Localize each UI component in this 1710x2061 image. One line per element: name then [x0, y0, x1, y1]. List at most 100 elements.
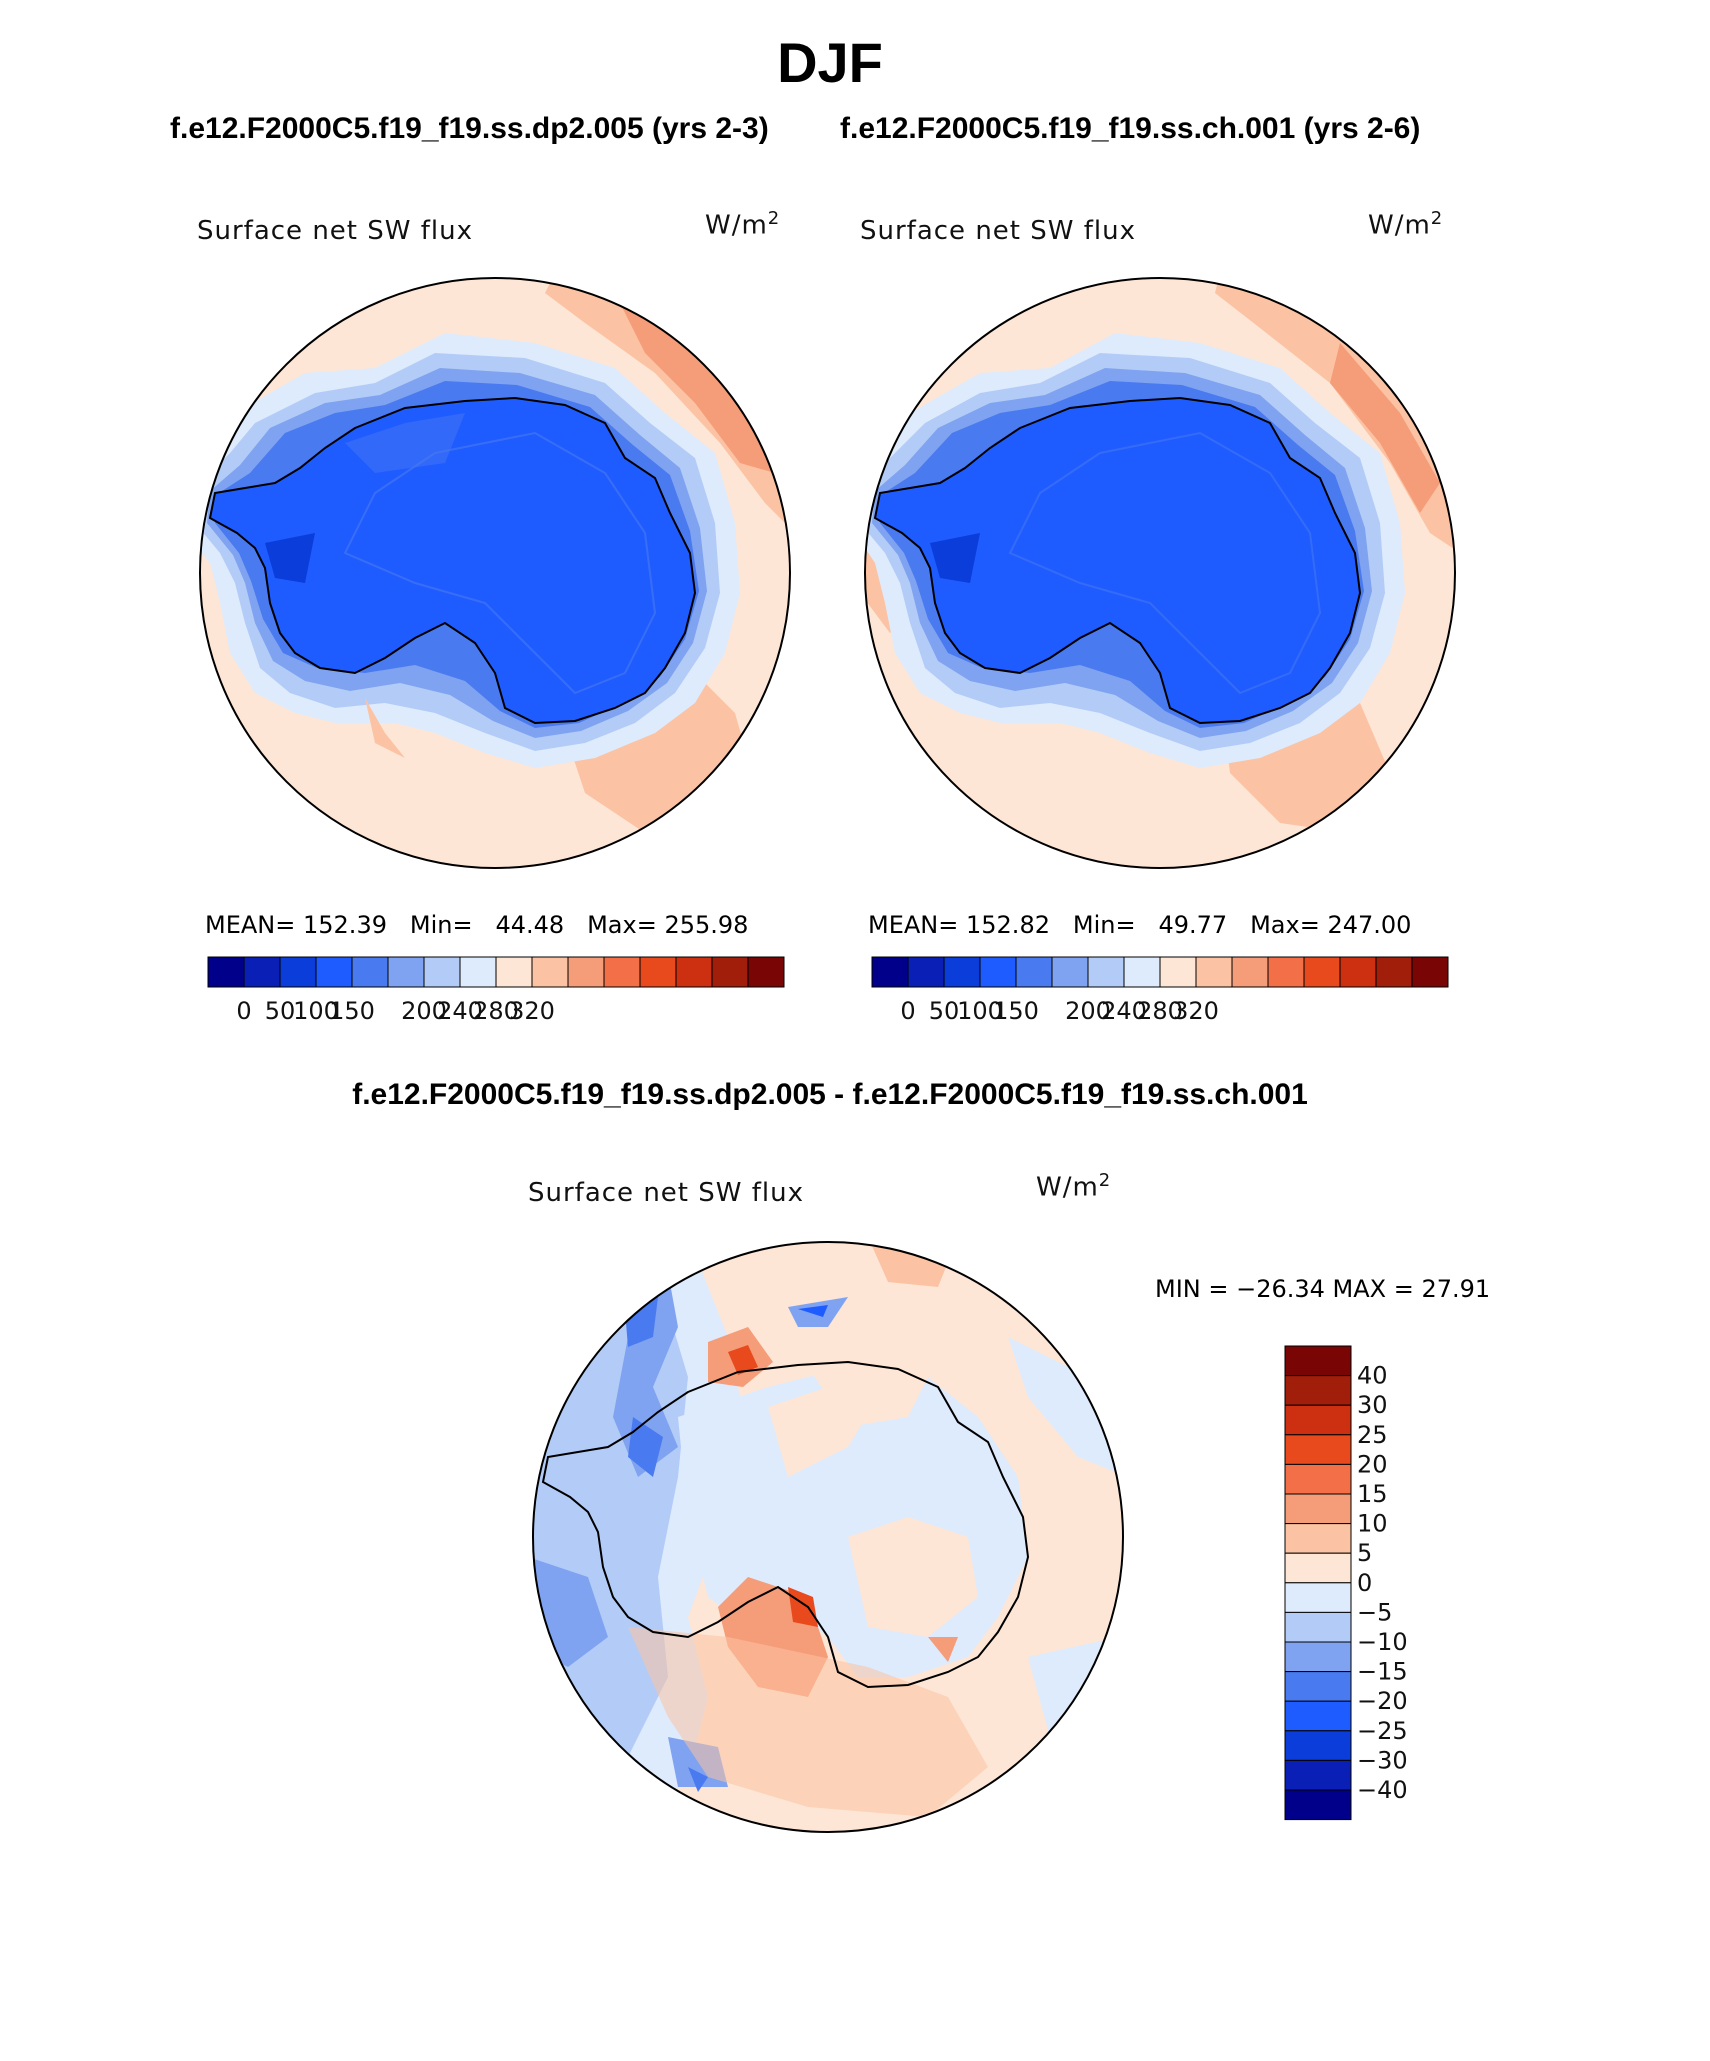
panel2-colorbar-tick-label: 50 — [929, 997, 960, 1025]
panel2-max-value: 247.00 — [1327, 911, 1412, 939]
panel1-colorbar-cell — [243, 956, 281, 988]
panel2-colorbar-cell — [1303, 956, 1341, 988]
panel2-colorbar-cell — [1267, 956, 1305, 988]
panel2-colorbar-cell — [871, 956, 909, 988]
panel2-colorbar-tick-label: 100 — [957, 997, 1003, 1025]
panel1-colorbar-cell — [639, 956, 677, 988]
panel1-units-label: W/m2 — [705, 208, 781, 241]
right-run-title: f.e12.F2000C5.f19_f19.ss.ch.001 (yrs 2-6… — [840, 112, 1421, 145]
diff-colorbar-tick-label: −5 — [1357, 1598, 1392, 1626]
panel2-colorbar-cell — [1123, 956, 1161, 988]
diff-colorbar-tick-label: −25 — [1357, 1717, 1408, 1745]
panel2-colorbar-cell — [1375, 956, 1413, 988]
panel1-stats: MEAN= 152.39 Min= 44.48 Max= 255.98 — [205, 911, 748, 939]
panel2-mean-value: 152.82 — [966, 911, 1050, 939]
panel2-colorbar-tick-label: 200 — [1065, 997, 1111, 1025]
panel1-colorbar-cell — [423, 956, 461, 988]
panel2-colorbar-cell — [979, 956, 1017, 988]
panel1-max-value: 255.98 — [664, 911, 749, 939]
panel1-colorbar-cell — [495, 956, 533, 988]
panel2-mean-label: MEAN= — [868, 911, 959, 939]
panel1-colorbar-tick-label: 200 — [401, 997, 447, 1025]
panel1-colorbar-cell — [531, 956, 569, 988]
panel2-min-label: Min= — [1072, 911, 1136, 939]
page-title: DJF — [777, 31, 883, 94]
panel1-colorbar-cell — [711, 956, 749, 988]
panel1-colorbar-cell — [351, 956, 389, 988]
panel1-colorbar-tick-label: 50 — [265, 997, 296, 1025]
diff-colorbar-cell — [1284, 1671, 1352, 1702]
diff-colorbar-cell — [1284, 1789, 1352, 1821]
diff-colorbar-cell — [1284, 1582, 1352, 1613]
panel1-colorbar-tick-label: 240 — [437, 997, 483, 1025]
panel1-mean-label: MEAN= — [205, 911, 296, 939]
diff-colorbar-tick-label: 20 — [1357, 1450, 1388, 1478]
panel1-colorbar-tick-label: 150 — [329, 997, 375, 1025]
panel1-colorbar-cell — [603, 956, 641, 988]
panel2-map — [865, 278, 1455, 868]
diff-colorbar-cell — [1284, 1375, 1352, 1406]
panel2-colorbar-cell — [943, 956, 981, 988]
diff-colorbar-tick-label: 30 — [1357, 1391, 1388, 1419]
diff-colorbar-tick-label: −40 — [1357, 1776, 1408, 1804]
panel1-min-value: 44.48 — [495, 911, 565, 939]
panel2-colorbar-cell — [1195, 956, 1233, 988]
panel2-colorbar-cell — [1231, 956, 1269, 988]
panel1-colorbar-cell — [387, 956, 425, 988]
diff-colorbar-cell — [1284, 1434, 1352, 1465]
diff-colorbar-cell — [1284, 1523, 1352, 1554]
diff-variable-label: Surface net SW flux — [528, 1178, 804, 1208]
panel1-map-border — [199, 277, 791, 869]
panel1-colorbar-tick-label: 280 — [473, 997, 519, 1025]
panel2-colorbar-tick-label: 0 — [900, 997, 915, 1025]
panel2-colorbar-cell — [1051, 956, 1089, 988]
diff-colorbar-tick-label: 10 — [1357, 1510, 1388, 1538]
panel1-max-label: Max= — [587, 911, 657, 939]
diff-colorbar-cell — [1284, 1641, 1352, 1673]
diff-colorbar-tick-label: −30 — [1357, 1746, 1408, 1774]
panel1-min-label: Min= — [409, 911, 473, 939]
panel1-colorbar-cell — [567, 956, 605, 988]
diff-colorbar-tick-label: 40 — [1357, 1362, 1388, 1390]
panel1-colorbar-cell — [747, 956, 785, 988]
diff-colorbar-cell — [1284, 1611, 1352, 1643]
diff-colorbar-tick-label: 25 — [1357, 1421, 1388, 1449]
diff-colorbar-tick-label: 5 — [1357, 1539, 1372, 1567]
diff-colorbar-cell — [1284, 1404, 1352, 1436]
diff-colorbar-cell — [1284, 1463, 1352, 1495]
panel2-min-value: 49.77 — [1158, 911, 1228, 939]
panel2-colorbar-cell — [1159, 956, 1197, 988]
panel2-colorbar-cell — [907, 956, 945, 988]
diff-colorbar-tick-label: −10 — [1357, 1628, 1408, 1656]
panel2-colorbar-cell — [1411, 956, 1449, 988]
panel1-colorbar-tick-label: 100 — [293, 997, 339, 1025]
panel2-colorbar-tick-label: 150 — [993, 997, 1039, 1025]
panel1-colorbar-tick-label: 0 — [236, 997, 251, 1025]
panel2-colorbar-cell — [1015, 956, 1053, 988]
diff-colorbar-tick-label: −20 — [1357, 1687, 1408, 1715]
left-run-title: f.e12.F2000C5.f19_f19.ss.dp2.005 (yrs 2-… — [170, 112, 769, 145]
diff-colorbar-cell — [1284, 1730, 1352, 1761]
panel1-colorbar-tick-label: 320 — [509, 997, 555, 1025]
diff-colorbar-tick-label: 0 — [1357, 1569, 1372, 1597]
panel2-map-border — [864, 277, 1456, 869]
panel1-mean-value: 152.39 — [303, 911, 387, 939]
diff-min-max-stats: MIN = −26.34 MAX = 27.91 — [1155, 1275, 1491, 1303]
panel2-colorbar-tick-label: 280 — [1137, 997, 1183, 1025]
panel1-colorbar-cell — [459, 956, 497, 988]
diff-colorbar-cell — [1284, 1552, 1352, 1584]
panel1-colorbar-cell — [675, 956, 713, 988]
difference-title: f.e12.F2000C5.f19_f19.ss.dp2.005 - f.e12… — [352, 1078, 1308, 1111]
diff-map-border — [532, 1241, 1124, 1833]
panel2-max-label: Max= — [1250, 911, 1320, 939]
panel2-colorbar-cell — [1087, 956, 1125, 988]
diff-colorbar-cell — [1284, 1759, 1352, 1791]
panel2-colorbar-tick-label: 240 — [1101, 997, 1147, 1025]
diff-colorbar-cell — [1284, 1700, 1352, 1732]
diff-colorbar-tick-label: −15 — [1357, 1658, 1408, 1686]
panel2-variable-label: Surface net SW flux — [860, 216, 1136, 246]
panel1-colorbar-cell — [279, 956, 317, 988]
diff-units-label: W/m2 — [1036, 1170, 1112, 1203]
